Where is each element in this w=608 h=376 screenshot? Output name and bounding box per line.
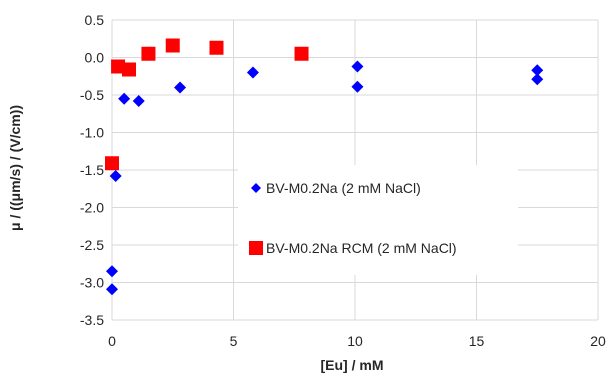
y-tick-label: -2.5 [80,237,104,253]
data-point-diamond [531,73,544,86]
y-tick-label: 0.5 [85,12,105,28]
x-axis-title: [Eu] / mM [321,357,384,373]
data-point-diamond [174,81,187,94]
data-point-diamond [106,283,118,296]
x-tick-labels: 0 5 10 15 20 [108,333,606,349]
legend-background [238,165,518,275]
legend-label-series-1: BV-M0.2Na (2 mM NaCl) [266,180,421,196]
y-tick-labels: 0.5 0.0 -0.5 -1.0 -1.5 -2.0 -2.5 -3.0 -3.5 [80,12,104,328]
data-point-diamond [118,92,131,105]
x-tick-label: 20 [590,333,606,349]
y-axis-title: μ / ((μm/s) / (V/cm)) [7,105,23,231]
data-points [105,38,544,296]
x-tick-label: 15 [469,333,485,349]
y-tick-label: -3.5 [80,312,104,328]
data-point-square [122,62,137,77]
y-tick-label: -1.0 [80,125,104,141]
data-point-square [111,59,126,74]
y-tick-label: -2.0 [80,200,104,216]
y-tick-label: 0.0 [85,50,105,66]
data-point-diamond [351,60,364,73]
legend-label-series-2: BV-M0.2Na RCM (2 mM NaCl) [266,240,457,256]
data-point-square [209,40,224,55]
x-tick-label: 10 [347,333,363,349]
data-point-diamond [132,95,145,107]
y-tick-label: -0.5 [80,87,104,103]
data-point-diamond [531,64,544,77]
legend-marker-diamond-icon [251,183,261,193]
data-point-diamond [106,265,118,278]
data-point-square [294,46,309,61]
data-point-diamond [109,170,122,182]
data-point-diamond [351,80,364,93]
data-point-square [141,46,156,61]
y-tick-label: -1.5 [80,162,104,178]
x-tick-label: 0 [108,333,116,349]
data-point-diamond [246,66,259,79]
data-point-square [105,156,119,171]
legend-marker-square-icon [249,241,263,255]
legend: BV-M0.2Na (2 mM NaCl) BV-M0.2Na RCM (2 m… [238,165,518,275]
y-tick-label: -3.0 [80,275,104,291]
x-tick-label: 5 [230,333,238,349]
data-point-square [165,38,180,53]
